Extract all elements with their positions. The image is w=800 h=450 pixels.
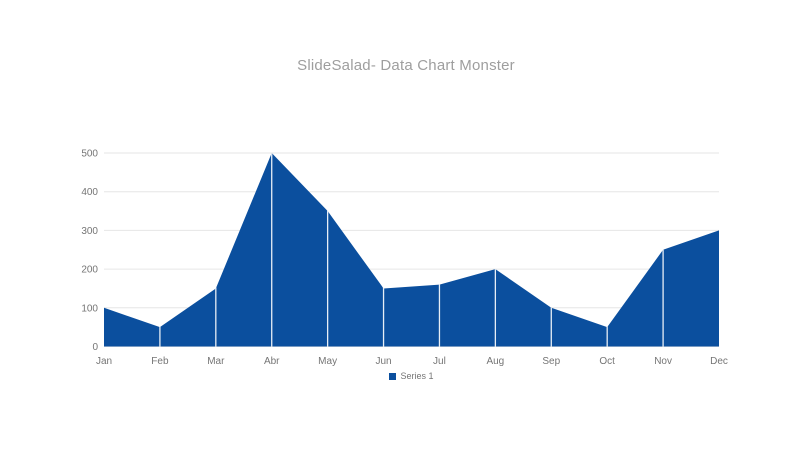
x-axis-tick-label: May — [318, 356, 337, 367]
chart-legend: Series 1 — [104, 371, 719, 381]
x-axis-tick-label: Jan — [96, 356, 112, 367]
chart-title: SlideSalad- Data Chart Monster — [297, 57, 515, 74]
x-axis-tick-label: Feb — [151, 356, 169, 367]
x-axis-tick-label: Jul — [433, 356, 446, 367]
y-axis-tick-label: 200 — [81, 265, 98, 276]
area-series — [104, 153, 719, 347]
legend-swatch-icon — [389, 372, 397, 380]
x-axis-tick-label: Abr — [264, 356, 280, 367]
x-axis-tick-label: Mar — [207, 356, 225, 367]
y-axis-tick-label: 500 — [81, 149, 98, 160]
x-axis-tick-label: Oct — [599, 356, 615, 367]
x-axis-tick-label: Nov — [654, 356, 672, 367]
x-axis-tick-label: Jun — [375, 356, 391, 367]
y-axis-tick-label: 400 — [81, 187, 98, 198]
x-axis-tick-label: Aug — [486, 356, 504, 367]
x-axis-tick-label: Dec — [710, 356, 728, 367]
y-axis-tick-label: 100 — [81, 303, 98, 314]
y-axis-tick-label: 300 — [81, 226, 98, 237]
y-axis-tick-label: 0 — [92, 342, 98, 353]
legend-series-label: Series 1 — [400, 371, 434, 381]
x-axis-tick-label: Sep — [542, 356, 560, 367]
